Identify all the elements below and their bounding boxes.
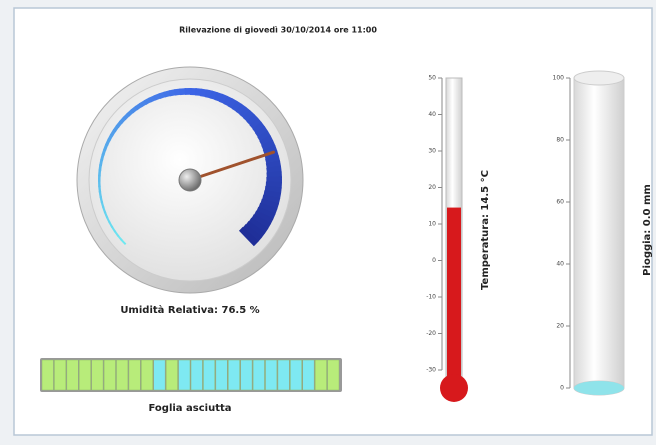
- leaf-segment: [79, 359, 91, 391]
- mercury: [447, 207, 461, 388]
- y-tick-label: -10: [426, 294, 436, 301]
- leaf-segment: [277, 359, 290, 391]
- y-tick-label: -30: [426, 367, 436, 374]
- leaf-segment: [91, 359, 104, 391]
- gauge-label: Umidità Relativa: 76.5 %: [120, 304, 259, 316]
- y-tick-label: 60: [556, 199, 564, 206]
- leaf-segment: [153, 359, 166, 391]
- gauge-arc: [238, 226, 259, 247]
- y-tick-label: 10: [428, 221, 436, 228]
- cylinder-top: [573, 70, 625, 86]
- leaf-segment: [165, 359, 178, 391]
- gauge-hub: [178, 168, 202, 192]
- y-tick-label: 30: [428, 148, 436, 155]
- gauge-needle: [188, 150, 275, 182]
- leaf-segment: [314, 359, 327, 391]
- y-tick-label: 20: [556, 323, 564, 330]
- y-tick-label: 40: [428, 111, 436, 118]
- leaf-segment: [116, 359, 129, 391]
- leaf-segment: [240, 359, 253, 391]
- leaf-bar: [40, 358, 342, 392]
- leaf-segment: [302, 359, 315, 391]
- leaf-label: Foglia asciutta: [148, 403, 231, 414]
- y-tick-label: -20: [426, 330, 436, 337]
- y-tick-label: 50: [428, 75, 436, 82]
- leaf-segment: [103, 359, 116, 391]
- leaf-segment: [141, 359, 153, 391]
- leaf-segment: [203, 359, 216, 391]
- thermo-label: Temperatura: 14.5 °C: [480, 170, 491, 290]
- y-tick-label: 0: [432, 257, 436, 264]
- y-tick-label: 20: [428, 184, 436, 191]
- thermo-bulb: [440, 374, 468, 402]
- title: Rilevazione di giovedì 30/10/2014 ore 11…: [179, 26, 377, 35]
- leaf-segment: [41, 359, 54, 391]
- y-tick-label: 0: [560, 385, 564, 392]
- rain-label: Pioggia: 0.0 mm: [642, 184, 653, 276]
- y-tick-label: 40: [556, 261, 564, 268]
- leaf-segment: [128, 359, 141, 391]
- y-tick-label: 100: [553, 75, 565, 82]
- leaf-segment: [190, 359, 203, 391]
- cylinder-body: [573, 77, 625, 389]
- leaf-segment: [54, 359, 67, 391]
- leaf-segment: [290, 359, 303, 391]
- leaf-segment: [327, 359, 340, 391]
- leaf-segment: [252, 359, 265, 391]
- leaf-segment: [178, 359, 191, 391]
- leaf-segment: [265, 359, 278, 391]
- leaf-segment: [215, 359, 228, 391]
- y-tick-label: 80: [556, 137, 564, 144]
- rain-surface: [574, 381, 624, 395]
- leaf-segment: [66, 359, 79, 391]
- leaf-segment: [228, 359, 240, 391]
